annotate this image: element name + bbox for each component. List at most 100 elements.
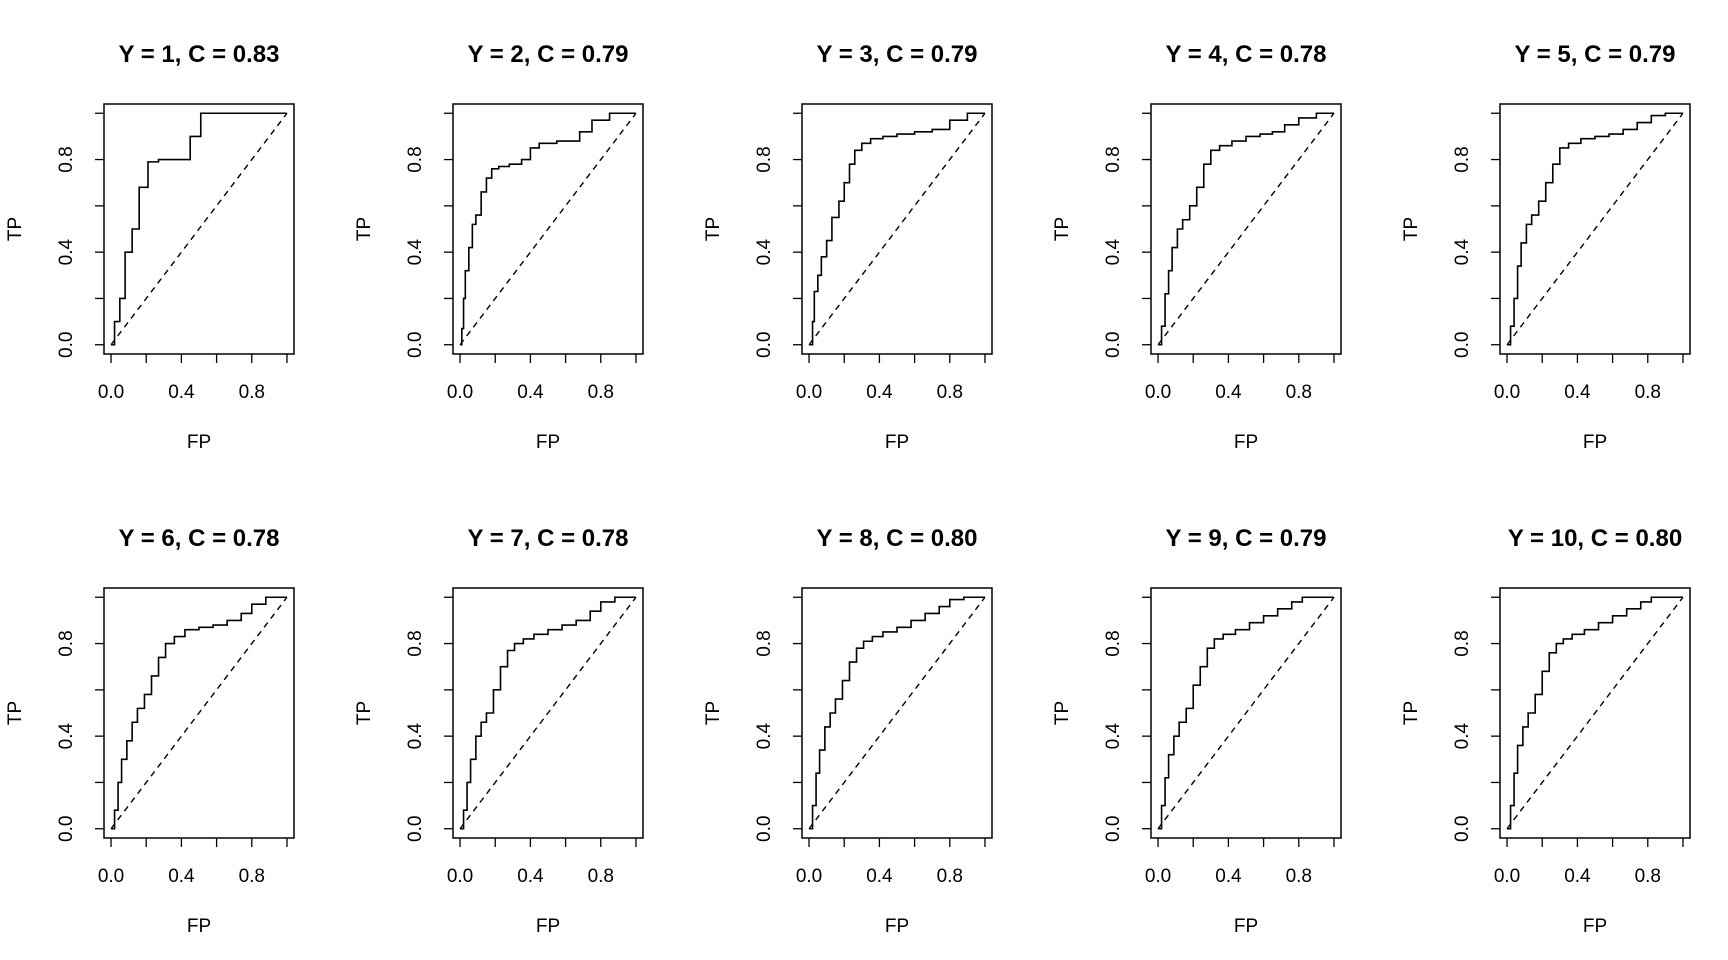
plot-frame xyxy=(801,103,993,355)
x-tick-label: 0.0 xyxy=(447,866,473,887)
x-tick-label: 0.8 xyxy=(937,382,963,403)
panel-title: Y = 1, C = 0.83 xyxy=(118,41,279,68)
y-tick-label: 0.4 xyxy=(1103,723,1124,750)
roc-panel-7: Y = 7, C = 0.78 0.0 0.4 0.8 0.0 0.4 0.8 FP TP xyxy=(354,525,644,937)
y-tick-label: 0.0 xyxy=(56,332,77,358)
x-tick-label: 0.4 xyxy=(1215,382,1242,403)
x-tick-label: 0.0 xyxy=(1494,866,1520,887)
roc-curve xyxy=(460,112,636,346)
y-tick-label: 0.4 xyxy=(405,239,426,266)
x-tick-label: 0.4 xyxy=(866,382,893,403)
plot-frame xyxy=(1499,587,1691,839)
roc-panel-9: Y = 9, C = 0.79 0.0 0.4 0.8 0.0 0.4 0.8 FP TP xyxy=(1052,525,1342,937)
x-tick-label: 0.8 xyxy=(588,382,614,403)
chance-diagonal xyxy=(1506,112,1684,346)
y-tick-label: 0.8 xyxy=(405,146,426,172)
x-tick-label: 0.4 xyxy=(168,866,195,887)
plot-frame xyxy=(1499,103,1691,355)
x-tick-label: 0.8 xyxy=(1635,866,1661,887)
panel-title: Y = 2, C = 0.79 xyxy=(467,41,628,68)
chance-diagonal xyxy=(808,112,986,346)
x-tick-label: 0.8 xyxy=(1286,382,1312,403)
x-tick-label: 0.0 xyxy=(98,866,124,887)
panel-title: Y = 6, C = 0.78 xyxy=(118,525,279,552)
roc-panel-6: Y = 6, C = 0.78 0.0 0.4 0.8 0.0 0.4 0.8 FP TP xyxy=(5,525,295,937)
panel-title: Y = 7, C = 0.78 xyxy=(467,525,628,552)
y-axis-label: TP xyxy=(1052,217,1073,241)
x-tick-label: 0.8 xyxy=(1286,866,1312,887)
y-tick-label: 0.8 xyxy=(1452,146,1473,172)
panel-title: Y = 10, C = 0.80 xyxy=(1508,525,1682,552)
x-axis-label: FP xyxy=(1583,916,1607,937)
y-tick-label: 0.0 xyxy=(1103,816,1124,842)
chance-diagonal xyxy=(110,596,288,830)
x-tick-label: 0.8 xyxy=(239,382,265,403)
roc-panel-8: Y = 8, C = 0.80 0.0 0.4 0.8 0.0 0.4 0.8 FP TP xyxy=(703,525,993,937)
roc-curve xyxy=(460,596,636,830)
x-tick-label: 0.0 xyxy=(98,382,124,403)
x-tick-label: 0.0 xyxy=(1494,382,1520,403)
roc-panel-5: Y = 5, C = 0.79 0.0 0.4 0.8 0.0 0.4 0.8 FP TP xyxy=(1401,41,1691,453)
chance-diagonal xyxy=(808,596,986,830)
y-axis-label: TP xyxy=(1401,701,1422,725)
chance-diagonal xyxy=(1157,596,1335,830)
plot-frame xyxy=(1150,103,1342,355)
plot-frame xyxy=(452,587,644,839)
y-tick-label: 0.8 xyxy=(754,146,775,172)
plot-frame xyxy=(103,587,295,839)
x-tick-label: 0.4 xyxy=(517,382,544,403)
y-tick-label: 0.0 xyxy=(1452,332,1473,358)
y-tick-label: 0.4 xyxy=(1452,723,1473,750)
x-tick-label: 0.4 xyxy=(866,866,893,887)
y-tick-label: 0.8 xyxy=(1103,146,1124,172)
x-tick-label: 0.4 xyxy=(1564,382,1591,403)
plot-frame xyxy=(1150,587,1342,839)
y-tick-label: 0.0 xyxy=(754,332,775,358)
x-axis-label: FP xyxy=(1234,432,1258,453)
y-tick-label: 0.0 xyxy=(56,816,77,842)
y-tick-label: 0.8 xyxy=(754,630,775,656)
y-tick-label: 0.4 xyxy=(1452,239,1473,266)
y-tick-label: 0.4 xyxy=(754,239,775,266)
y-axis-label: TP xyxy=(1052,701,1073,725)
y-tick-label: 0.4 xyxy=(754,723,775,750)
y-tick-label: 0.8 xyxy=(405,630,426,656)
y-axis-label: TP xyxy=(5,701,26,725)
x-tick-label: 0.0 xyxy=(796,382,822,403)
x-tick-label: 0.0 xyxy=(447,382,473,403)
roc-curve xyxy=(1507,112,1683,346)
plot-frame xyxy=(103,103,295,355)
y-tick-label: 0.8 xyxy=(1452,630,1473,656)
x-tick-label: 0.8 xyxy=(937,866,963,887)
chance-diagonal xyxy=(459,596,637,830)
y-tick-label: 0.0 xyxy=(405,816,426,842)
panel-title: Y = 5, C = 0.79 xyxy=(1514,41,1675,68)
y-tick-label: 0.0 xyxy=(1103,332,1124,358)
y-tick-label: 0.4 xyxy=(1103,239,1124,266)
roc-curve xyxy=(809,112,985,346)
panel-title: Y = 4, C = 0.78 xyxy=(1165,41,1326,68)
x-axis-label: FP xyxy=(885,916,909,937)
chance-diagonal xyxy=(110,112,288,346)
y-tick-label: 0.4 xyxy=(405,723,426,750)
x-tick-label: 0.4 xyxy=(517,866,544,887)
y-axis-label: TP xyxy=(703,217,724,241)
roc-curve xyxy=(111,596,287,830)
y-tick-label: 0.8 xyxy=(56,630,77,656)
x-axis-label: FP xyxy=(1234,916,1258,937)
y-axis-label: TP xyxy=(354,701,375,725)
panel-title: Y = 9, C = 0.79 xyxy=(1165,525,1326,552)
plot-frame xyxy=(452,103,644,355)
y-tick-label: 0.8 xyxy=(1103,630,1124,656)
roc-curve xyxy=(1507,596,1683,830)
panel-title: Y = 3, C = 0.79 xyxy=(816,41,977,68)
x-tick-label: 0.4 xyxy=(168,382,195,403)
chance-diagonal xyxy=(1506,596,1684,830)
x-axis-label: FP xyxy=(187,916,211,937)
x-tick-label: 0.4 xyxy=(1564,866,1591,887)
roc-panel-1: Y = 1, C = 0.83 0.0 0.4 0.8 0.0 0.4 0.8 FP TP xyxy=(5,41,295,453)
chance-diagonal xyxy=(459,112,637,346)
x-tick-label: 0.0 xyxy=(796,866,822,887)
roc-curve xyxy=(111,112,287,346)
